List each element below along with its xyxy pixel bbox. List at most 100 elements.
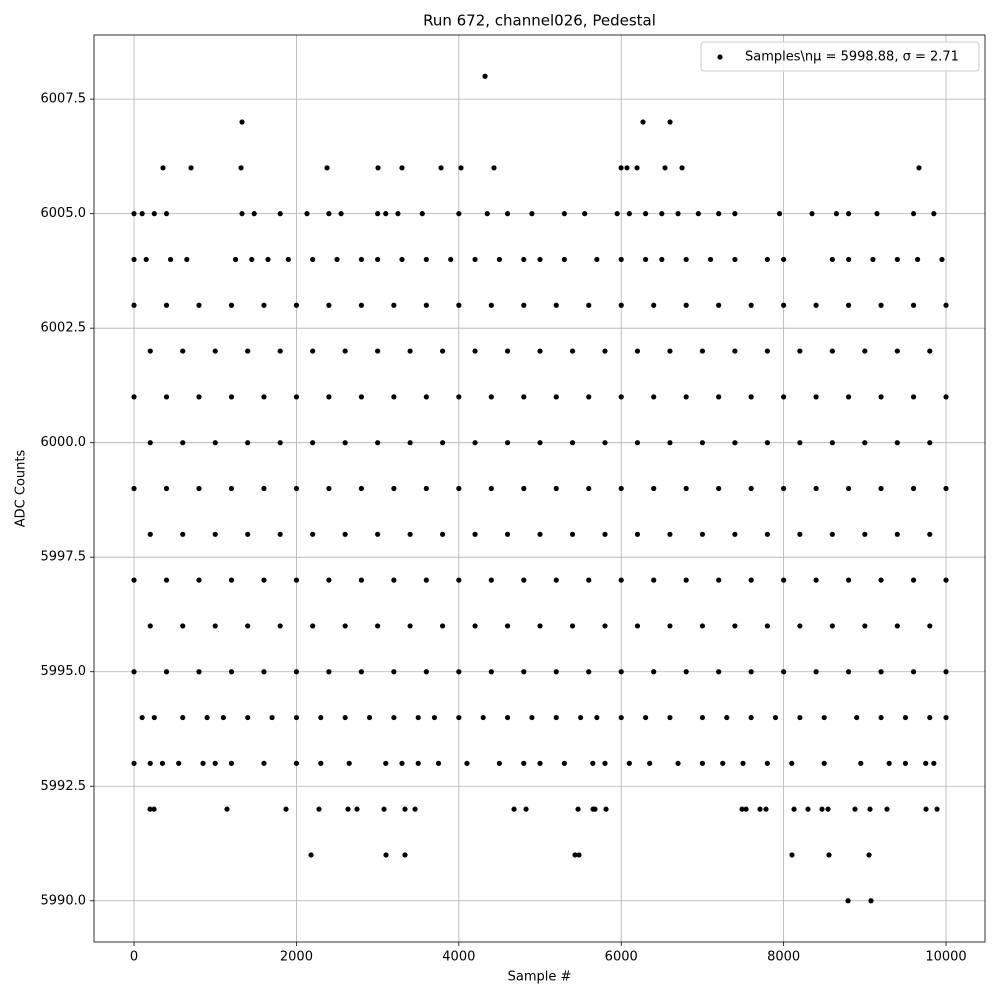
point	[212, 348, 218, 354]
point	[870, 256, 876, 263]
point	[399, 760, 405, 766]
point	[308, 852, 314, 858]
point	[586, 394, 592, 400]
point	[602, 760, 608, 766]
point	[342, 714, 348, 721]
point	[537, 623, 543, 629]
point	[131, 577, 137, 583]
point	[537, 531, 543, 537]
y-axis-label: ADC Counts	[14, 450, 29, 528]
point	[537, 440, 543, 446]
point	[448, 256, 454, 263]
point	[310, 440, 316, 446]
point	[878, 302, 884, 308]
point	[603, 806, 609, 812]
point	[391, 669, 397, 675]
point	[251, 211, 257, 217]
point	[797, 531, 803, 537]
point	[228, 760, 235, 766]
point	[902, 760, 909, 766]
point	[854, 714, 860, 721]
point	[651, 577, 657, 583]
x-axis-label: Sample #	[508, 970, 572, 985]
point	[261, 577, 267, 583]
point	[618, 302, 624, 308]
point	[553, 485, 559, 492]
point	[131, 302, 137, 308]
point	[553, 394, 559, 400]
point	[423, 577, 429, 583]
point	[196, 394, 202, 400]
point	[395, 211, 401, 217]
point	[716, 394, 722, 400]
point	[358, 302, 364, 308]
point	[310, 531, 316, 537]
point	[781, 302, 787, 308]
point	[927, 531, 933, 537]
point	[131, 485, 137, 492]
point	[868, 898, 874, 904]
point	[642, 211, 649, 217]
point	[423, 256, 429, 263]
point	[845, 302, 852, 308]
point	[943, 714, 949, 721]
point	[346, 760, 352, 766]
point	[249, 256, 255, 263]
point	[586, 485, 592, 492]
point	[176, 760, 182, 766]
point	[634, 531, 641, 537]
point	[228, 394, 235, 400]
point	[407, 348, 413, 354]
point	[829, 440, 835, 446]
point	[618, 485, 624, 492]
point	[456, 302, 462, 308]
point	[683, 256, 689, 263]
point	[131, 394, 137, 400]
point	[772, 714, 779, 721]
point	[764, 531, 770, 537]
point	[163, 485, 170, 492]
point	[488, 394, 494, 400]
point	[245, 714, 251, 721]
point	[310, 256, 316, 263]
point	[716, 669, 722, 675]
point	[277, 623, 283, 629]
point	[456, 714, 462, 721]
point	[283, 806, 289, 812]
point	[931, 211, 937, 217]
point	[561, 760, 567, 766]
point	[472, 348, 478, 354]
point	[923, 760, 929, 766]
x-tick-label: 2000	[280, 950, 313, 965]
y-tick-label: 6005.0	[41, 206, 87, 221]
point	[716, 211, 722, 217]
point	[412, 806, 418, 812]
point	[402, 852, 408, 858]
point	[748, 577, 754, 583]
point	[618, 577, 624, 583]
point	[143, 256, 149, 263]
point	[239, 119, 245, 125]
point	[504, 348, 511, 354]
point	[472, 531, 478, 537]
point	[910, 669, 917, 675]
point	[845, 898, 851, 904]
point	[569, 348, 576, 354]
point	[927, 623, 933, 629]
point	[618, 165, 624, 171]
point	[342, 348, 348, 354]
point	[163, 669, 170, 675]
point	[845, 256, 852, 263]
point	[662, 165, 668, 171]
point	[383, 852, 389, 858]
point	[789, 852, 795, 858]
point	[537, 256, 543, 263]
point	[757, 806, 763, 812]
point	[407, 440, 413, 446]
y-tick-label: 5992.5	[41, 779, 87, 794]
point	[845, 394, 852, 400]
point	[829, 623, 835, 629]
point	[318, 714, 324, 721]
point	[626, 760, 632, 766]
point	[695, 211, 701, 217]
